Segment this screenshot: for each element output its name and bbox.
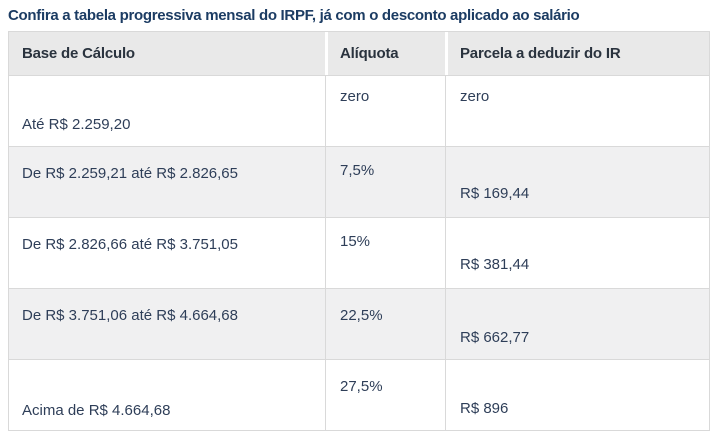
cell-aliquota: 7,5% bbox=[325, 147, 445, 217]
header-parcela-deduzir: Parcela a deduzir do IR bbox=[445, 32, 709, 75]
table-row: Até R$ 2.259,20 zero zero bbox=[9, 75, 709, 146]
table-row: De R$ 2.259,21 até R$ 2.826,65 7,5% R$ 1… bbox=[9, 146, 709, 217]
cell-aliquota: zero bbox=[325, 76, 445, 146]
cell-aliquota: 27,5% bbox=[325, 360, 445, 430]
header-base-de-calculo: Base de Cálculo bbox=[9, 32, 325, 75]
cell-base-de-calculo: De R$ 3.751,06 até R$ 4.664,68 bbox=[22, 307, 238, 324]
table-row: De R$ 2.826,66 até R$ 3.751,05 15% R$ 38… bbox=[9, 217, 709, 288]
page-title: Confira a tabela progressiva mensal do I… bbox=[8, 7, 580, 24]
cell-aliquota: 15% bbox=[325, 218, 445, 288]
cell-aliquota: 22,5% bbox=[325, 289, 445, 359]
table-row: Acima de R$ 4.664,68 27,5% R$ 896 bbox=[9, 359, 709, 430]
cell-base-de-calculo: De R$ 2.259,21 até R$ 2.826,65 bbox=[22, 165, 238, 182]
header-aliquota: Alíquota bbox=[325, 32, 445, 75]
cell-base-de-calculo: Acima de R$ 4.664,68 bbox=[22, 402, 171, 419]
cell-parcela-deduzir: R$ 381,44 bbox=[445, 218, 709, 288]
table-header-row: Base de Cálculo Alíquota Parcela a deduz… bbox=[9, 32, 709, 75]
cell-parcela-deduzir: R$ 169,44 bbox=[445, 147, 709, 217]
cell-base-de-calculo: Até R$ 2.259,20 bbox=[22, 116, 131, 133]
cell-parcela-deduzir: R$ 896 bbox=[445, 360, 709, 430]
table-row: De R$ 3.751,06 até R$ 4.664,68 22,5% R$ … bbox=[9, 288, 709, 359]
cell-base-de-calculo: De R$ 2.826,66 até R$ 3.751,05 bbox=[22, 236, 238, 253]
irpf-progressive-table: Base de Cálculo Alíquota Parcela a deduz… bbox=[8, 31, 710, 431]
cell-parcela-deduzir: zero bbox=[445, 76, 709, 146]
cell-parcela-deduzir: R$ 662,77 bbox=[445, 289, 709, 359]
